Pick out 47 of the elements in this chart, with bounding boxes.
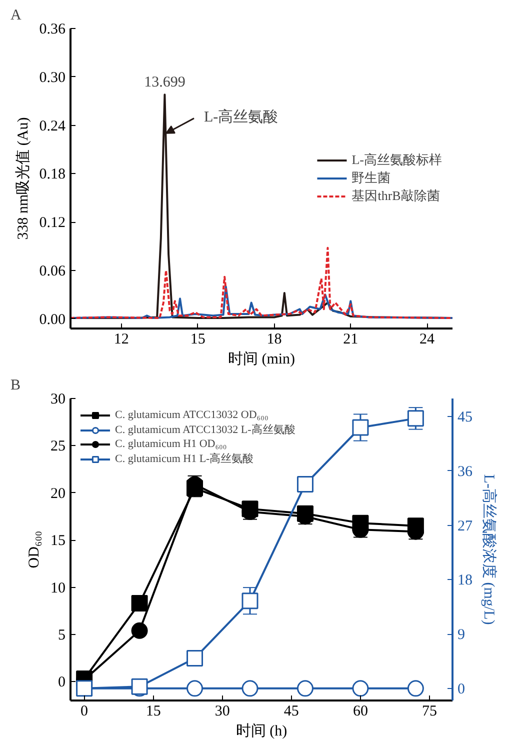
legend-label: C. glutamicum ATCC13032 OD₆₀₀ — [115, 408, 268, 422]
y-tick-label: 0.36 — [39, 22, 66, 38]
x-tick-label: 21 — [343, 332, 358, 348]
legend-label: C. glutamicum H1 L-高丝氨酸 — [115, 452, 254, 466]
y2-tick-label: 9 — [458, 627, 465, 644]
x-tick-label: 45 — [284, 704, 299, 720]
y2-tick-label: 27 — [458, 518, 473, 534]
y-tick-label: 20 — [50, 486, 66, 502]
x-tick-label: 15 — [190, 332, 206, 348]
y-tick-label: 10 — [50, 580, 66, 596]
y-tick-label: 0.06 — [39, 263, 66, 280]
y-tick-label: 5 — [58, 627, 66, 644]
x-tick-label: 60 — [352, 704, 368, 720]
y-tick-label: 0 — [58, 674, 66, 691]
x-tick-label: 12 — [114, 332, 129, 348]
x-tick-label: 24 — [420, 332, 436, 348]
y-tick-label: 0.24 — [39, 118, 66, 134]
annotation: 13.699 — [144, 74, 186, 91]
x-tick-label: 0 — [80, 704, 88, 720]
y2-tick-label: 45 — [458, 410, 472, 426]
legend-label: 野生菌 — [352, 169, 391, 187]
x-tick-label: 30 — [214, 704, 230, 720]
y-tick-label: 0.18 — [39, 166, 66, 183]
y2-tick-label: 36 — [458, 464, 473, 480]
y-axis-title: OD₆₀₀ — [26, 530, 42, 568]
annotation: L-高丝氨酸 — [204, 108, 278, 126]
y-axis-title: 338 nm吸光值 (Au) — [14, 117, 32, 240]
y2-tick-label: 0 — [458, 681, 465, 698]
y-tick-label: 0.12 — [39, 215, 66, 232]
y2-axis-title: L-高丝氨酸浓度 (mg/L) — [480, 474, 498, 625]
y2-tick-label: 18 — [458, 572, 472, 589]
x-tick-label: 15 — [146, 704, 161, 720]
x-axis-title: 时间 (h) — [236, 722, 288, 740]
x-tick-label: 75 — [422, 704, 437, 720]
y-tick-label: 15 — [50, 533, 66, 550]
legend-label: C. glutamicum ATCC13032 L-高丝氨酸 — [115, 422, 296, 437]
legend-label: 基因thrB敲除菌 — [352, 187, 440, 205]
x-axis-title: 时间 (min) — [228, 350, 296, 368]
x-tick-label: 18 — [266, 332, 282, 348]
chart-title: B — [10, 378, 21, 394]
legend-label: L-高丝氨酸标样 — [352, 151, 442, 169]
y-tick-label: 0.30 — [39, 70, 66, 86]
y-tick-label: 30 — [50, 392, 66, 408]
y-tick-label: 25 — [50, 438, 66, 455]
legend-label: C. glutamicum H1 OD₆₀₀ — [115, 437, 227, 451]
chart-title: A — [10, 8, 22, 24]
y-tick-label: 0.00 — [39, 312, 66, 328]
